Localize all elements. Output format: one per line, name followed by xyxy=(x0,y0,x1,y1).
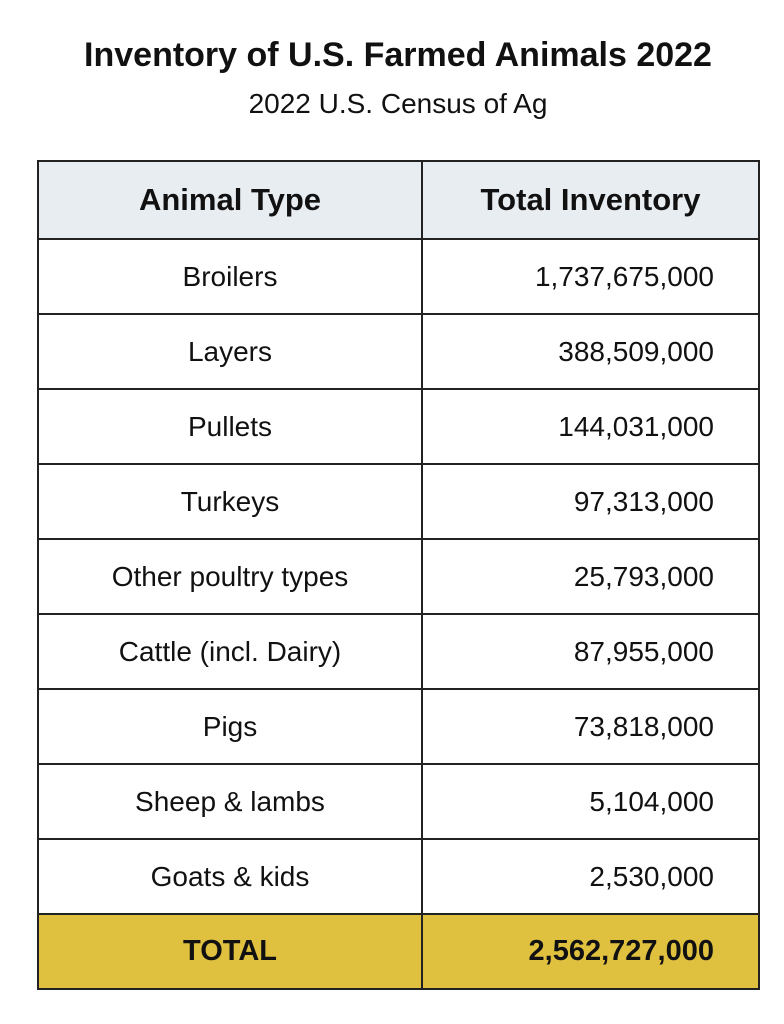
inventory-cell: 5,104,000 xyxy=(421,763,760,840)
table-row: Pigs 73,818,000 xyxy=(37,688,760,765)
table-row: Turkeys 97,313,000 xyxy=(37,463,760,540)
animal-type-cell: Goats & kids xyxy=(37,838,423,915)
table-row: Broilers 1,737,675,000 xyxy=(37,238,760,315)
inventory-cell: 1,737,675,000 xyxy=(421,238,760,315)
inventory-cell: 2,530,000 xyxy=(421,838,760,915)
table-row: Layers 388,509,000 xyxy=(37,313,760,390)
animal-type-cell: Broilers xyxy=(37,238,423,315)
header-row: Animal Type Total Inventory xyxy=(37,160,760,240)
inventory-cell: 97,313,000 xyxy=(421,463,760,540)
inventory-cell: 144,031,000 xyxy=(421,388,760,465)
total-row: TOTAL 2,562,727,000 xyxy=(37,913,760,990)
total-label: TOTAL xyxy=(37,913,423,990)
animal-type-cell: Sheep & lambs xyxy=(37,763,423,840)
animal-type-cell: Pigs xyxy=(37,688,423,765)
table-row: Other poultry types 25,793,000 xyxy=(37,538,760,615)
animal-type-cell: Layers xyxy=(37,313,423,390)
animal-type-cell: Other poultry types xyxy=(37,538,423,615)
animal-type-cell: Pullets xyxy=(37,388,423,465)
inventory-cell: 25,793,000 xyxy=(421,538,760,615)
total-value: 2,562,727,000 xyxy=(421,913,760,990)
header-animal-type: Animal Type xyxy=(37,160,423,240)
table-row: Sheep & lambs 5,104,000 xyxy=(37,763,760,840)
animal-type-cell: Cattle (incl. Dairy) xyxy=(37,613,423,690)
page-title: Inventory of U.S. Farmed Animals 2022 xyxy=(84,36,712,74)
inventory-cell: 388,509,000 xyxy=(421,313,760,390)
inventory-cell: 73,818,000 xyxy=(421,688,760,765)
header-total-inventory: Total Inventory xyxy=(421,160,760,240)
table-row: Cattle (incl. Dairy) 87,955,000 xyxy=(37,613,760,690)
animal-type-cell: Turkeys xyxy=(37,463,423,540)
inventory-table: Animal Type Total Inventory Broilers 1,73… xyxy=(37,160,760,990)
table-row: Goats & kids 2,530,000 xyxy=(37,838,760,915)
page-subtitle: 2022 U.S. Census of Ag xyxy=(248,88,548,119)
table-row: Pullets 144,031,000 xyxy=(37,388,760,465)
inventory-cell: 87,955,000 xyxy=(421,613,760,690)
